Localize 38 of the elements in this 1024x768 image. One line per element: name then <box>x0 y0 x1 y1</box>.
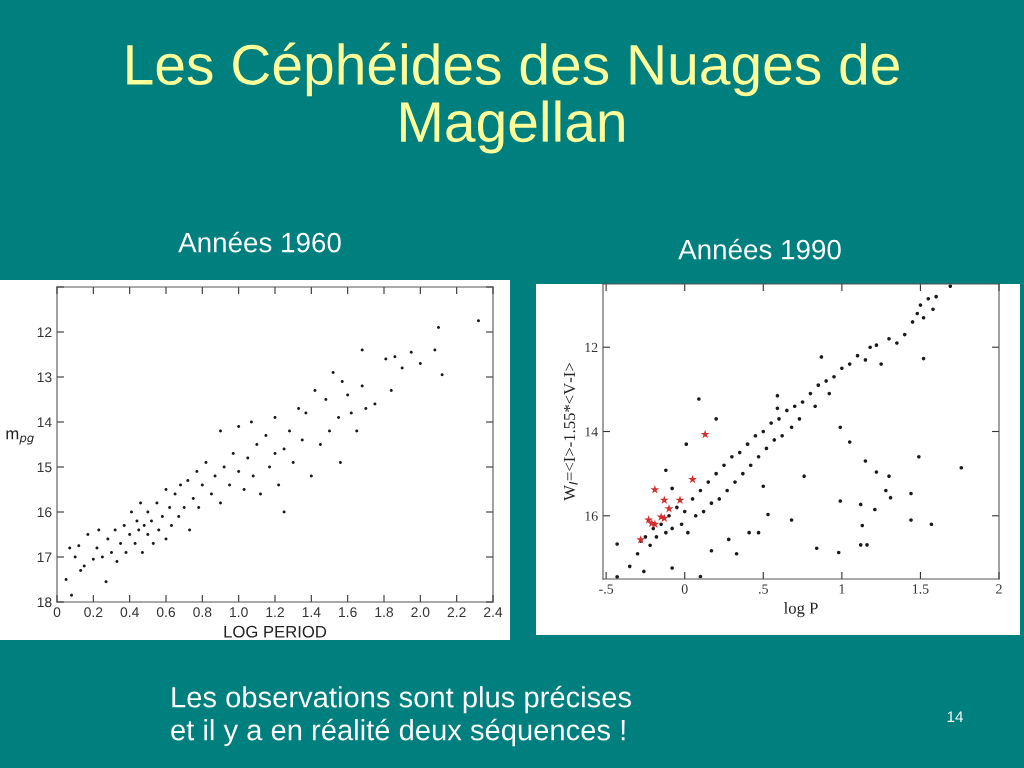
y-tick-label: 14 <box>37 417 52 428</box>
x-tick-label: 2.4 <box>484 607 503 617</box>
y-tick-label: 16 <box>37 507 52 518</box>
text: 14 <box>947 711 964 722</box>
y-tick-label: 18 <box>37 597 52 608</box>
x-tick-label: 0 <box>681 584 688 594</box>
x-tick-label: 0 <box>53 607 61 618</box>
x-tick-label: 1.0 <box>230 607 248 618</box>
y-tick-label: 15 <box>37 462 52 473</box>
x-tick-label: 1.8 <box>375 607 394 618</box>
x-tick-label: 2.2 <box>447 607 466 617</box>
x-tick-label: 1.6 <box>339 607 357 618</box>
x-tick-label: 2 <box>996 584 1002 594</box>
x-tick-label: 2.0 <box>411 607 430 618</box>
y-tick-label: 17 <box>37 552 52 563</box>
x-tick-label: 1.2 <box>266 607 284 617</box>
y-tick-label: 12 <box>37 327 52 338</box>
y-axis-title: W$_{I}$=<I>-1.55*<V-I> <box>563 363 578 501</box>
x-tick-label: 0.4 <box>120 607 139 618</box>
x-tick-label: .5 <box>758 584 768 594</box>
x-tick-label: 0.8 <box>193 607 212 618</box>
chart-title: Années 1960 <box>178 231 341 253</box>
x-tick-label: -.5 <box>599 584 614 594</box>
x-tick-label: 0.6 <box>156 607 176 618</box>
text: Les Céphéides des Nuages de Magellan <box>127 42 899 154</box>
y-tick-label: 13 <box>37 372 52 383</box>
x-tick-label: 0.2 <box>84 607 103 618</box>
y-tick-label: 16 <box>585 511 598 521</box>
y-axis-title: m$_{pg}$ <box>6 430 34 445</box>
x-axis-title: LOG PERIOD <box>224 625 327 638</box>
x-tick-label: 1 <box>839 584 845 594</box>
x-axis-title: log P <box>783 602 818 618</box>
chart-title: Années 1990 <box>678 238 841 260</box>
y-tick-label: 12 <box>585 342 598 353</box>
x-tick-label: 1.4 <box>302 607 321 617</box>
y-tick-label: 14 <box>585 427 598 437</box>
text: Les observations sont plus précises et il y a en réalité deux séquences ! <box>171 685 631 747</box>
x-tick-label: 1.5 <box>912 584 929 594</box>
